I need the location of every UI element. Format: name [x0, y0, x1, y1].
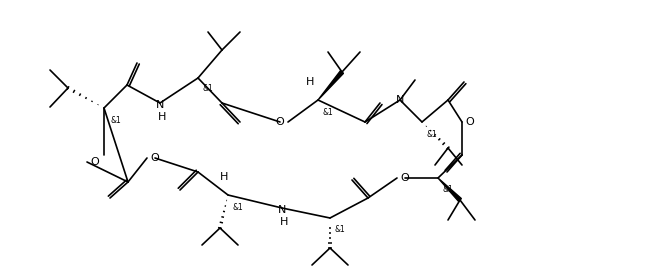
Text: &1: &1 [443, 185, 454, 195]
Text: O: O [91, 157, 99, 167]
Text: N: N [156, 100, 165, 110]
Text: O: O [276, 117, 284, 127]
Polygon shape [438, 178, 462, 202]
Text: &1: &1 [427, 130, 438, 138]
Text: N: N [278, 205, 286, 215]
Text: O: O [401, 173, 410, 183]
Text: H: H [220, 172, 228, 182]
Text: &1: &1 [322, 108, 334, 116]
Polygon shape [318, 71, 344, 100]
Text: O: O [151, 153, 159, 163]
Text: &1: &1 [232, 202, 243, 212]
Text: N: N [396, 95, 404, 105]
Text: O: O [466, 117, 474, 127]
Text: &1: &1 [202, 83, 213, 93]
Text: &1: &1 [334, 225, 346, 235]
Text: H: H [306, 77, 314, 87]
Text: &1: &1 [111, 115, 121, 125]
Text: H: H [158, 112, 166, 122]
Text: H: H [280, 217, 288, 227]
